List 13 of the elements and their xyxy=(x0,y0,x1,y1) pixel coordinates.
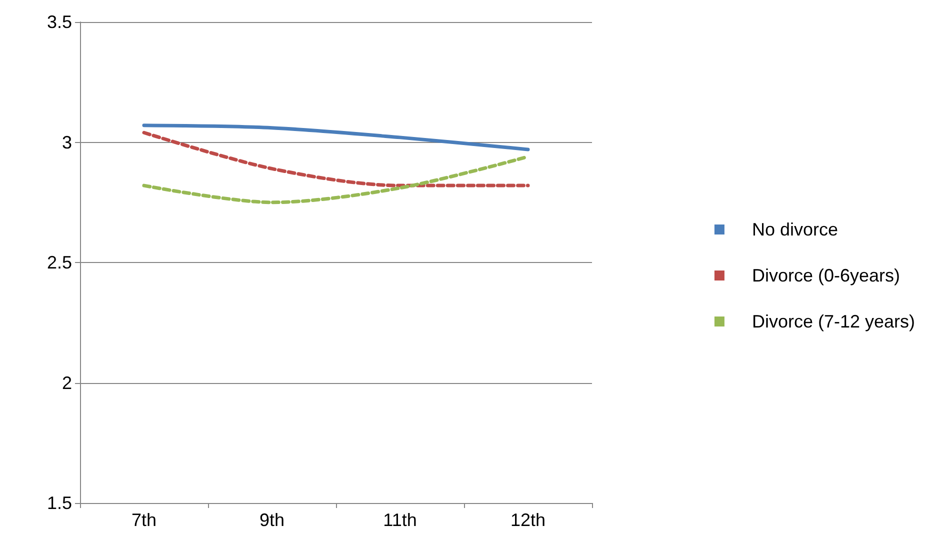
y-tick-label: 1.5 xyxy=(46,493,72,513)
line-series xyxy=(142,124,530,152)
legend-label: Divorce (7-12 years) xyxy=(752,312,915,332)
y-tick-label: 3 xyxy=(62,132,72,152)
y-tick-label: 2 xyxy=(62,372,72,393)
legend-label: Divorce (0-6years) xyxy=(752,266,900,286)
x-tick-label: 11th xyxy=(383,510,417,530)
y-tick-label: 2.5 xyxy=(46,252,72,272)
x-tick-label: 12th xyxy=(510,510,546,530)
x-tick-label: 9th xyxy=(259,510,285,530)
x-tick-label: 7th xyxy=(131,510,157,530)
legend-label: No divorce xyxy=(752,220,838,240)
y-tick-label: 3.5 xyxy=(46,12,72,32)
